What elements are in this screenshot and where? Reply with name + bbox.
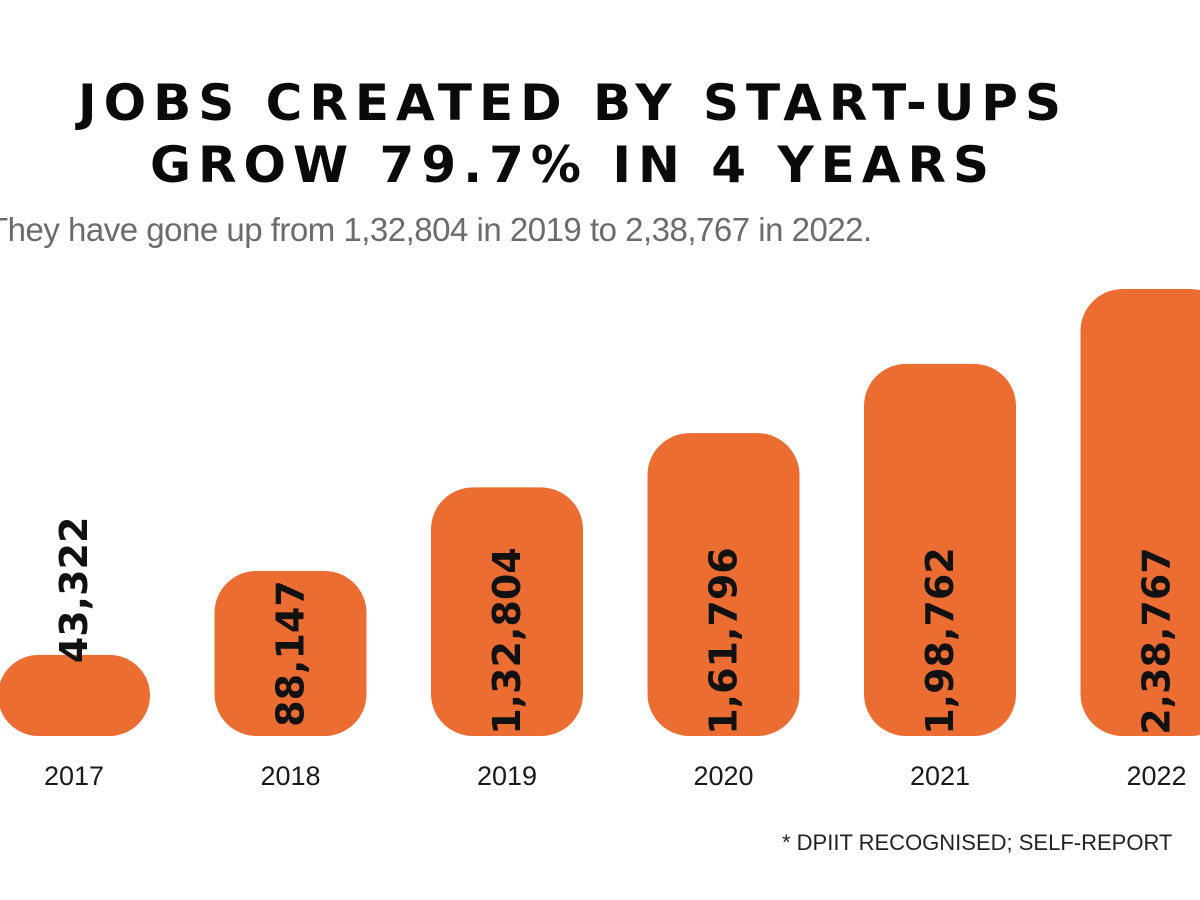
value-label-2019: 1,32,804 — [485, 547, 529, 735]
chart-subtitle: They have gone up from 1,32,804 in 2019 … — [0, 211, 872, 248]
x-tick-label-2022: 2022 — [1126, 761, 1186, 791]
value-label-2021: 1,98,762 — [918, 547, 962, 735]
footnote: * DPIIT RECOGNISED; SELF-REPORT — [782, 830, 1173, 855]
bar-2017 — [0, 654, 150, 736]
x-tick-label-2018: 2018 — [260, 761, 320, 791]
chart-title: JOBS CREATED BY START-UPS GROW 79.7% IN … — [0, 72, 1146, 196]
bar-2021 — [864, 363, 1016, 736]
bar-2018 — [214, 570, 367, 736]
title-line-2: GROW 79.7% IN 4 YEARS — [149, 136, 997, 194]
x-tick-label-2019: 2019 — [477, 761, 537, 791]
value-label-2020: 1,61,796 — [702, 547, 746, 735]
value-label-2018: 88,147 — [269, 580, 313, 727]
x-tick-label-2021: 2021 — [910, 761, 970, 791]
bar-2020 — [647, 433, 800, 736]
bar-2022 — [1080, 289, 1200, 736]
value-label-2022: 2,38,767 — [1135, 547, 1179, 735]
x-tick-label-2020: 2020 — [693, 761, 753, 791]
title-line-1: JOBS CREATED BY START-UPS — [78, 74, 1068, 132]
bar-2019 — [431, 487, 583, 736]
x-tick-label-2017: 2017 — [44, 761, 104, 791]
value-label-2017: 43,322 — [52, 517, 96, 664]
